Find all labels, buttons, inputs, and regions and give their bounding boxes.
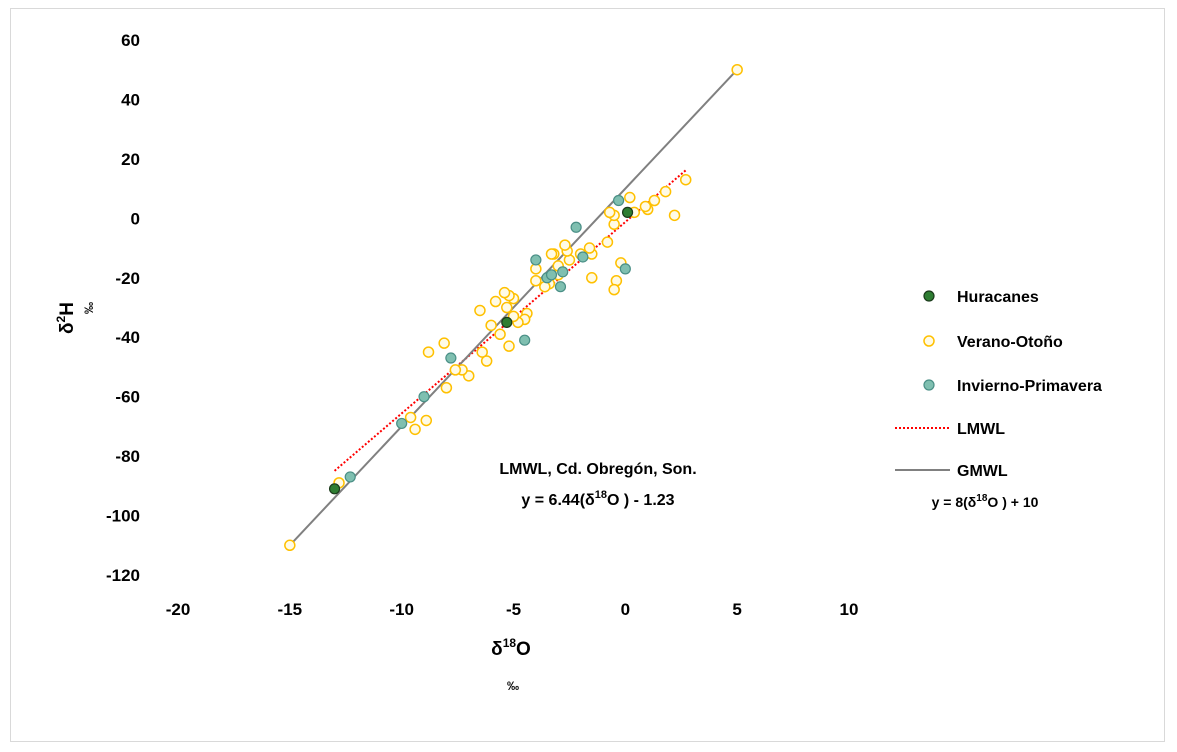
point-verano-otono bbox=[586, 272, 598, 284]
point-huracanes bbox=[328, 483, 341, 495]
point-verano-otono bbox=[440, 382, 453, 394]
lmwl-line bbox=[333, 169, 687, 472]
legend-marker-invierno-primavera bbox=[923, 379, 935, 391]
y-tick-label: 60 bbox=[121, 31, 140, 50]
x-tick-label: -10 bbox=[389, 600, 414, 619]
legend-marker-huracanes bbox=[923, 290, 935, 302]
point-verano-otono bbox=[409, 423, 421, 436]
point-verano-otono bbox=[501, 301, 513, 314]
point-verano-otono bbox=[545, 248, 558, 260]
x-tick-label: 5 bbox=[732, 600, 741, 619]
y-tick-label: -20 bbox=[115, 269, 140, 288]
y-tick-label: -100 bbox=[106, 507, 140, 526]
point-verano-otono bbox=[608, 283, 620, 296]
data-points bbox=[284, 63, 743, 552]
point-verano-otono bbox=[731, 63, 743, 76]
x-axis-unit: ‰ bbox=[507, 679, 519, 693]
point-verano-otono bbox=[583, 242, 596, 254]
point-invierno-primavera bbox=[570, 221, 582, 233]
point-invierno-primavera bbox=[577, 251, 589, 263]
point-verano-otono bbox=[476, 346, 488, 358]
point-verano-otono bbox=[559, 239, 571, 251]
point-verano-otono bbox=[480, 355, 493, 367]
point-invierno-primavera bbox=[418, 391, 430, 403]
gmwl-annotation-equation: y = 8(δ18O ) + 10 bbox=[932, 493, 1039, 510]
point-verano-otono bbox=[422, 346, 435, 358]
lmwl-annotation-title: LMWL, Cd. Obregón, Son. bbox=[499, 461, 696, 478]
point-verano-otono bbox=[679, 173, 692, 186]
y-tick-label: 20 bbox=[121, 150, 140, 169]
point-invierno-primavera bbox=[613, 194, 625, 207]
point-verano-otono bbox=[449, 364, 462, 376]
y-tick-label: -120 bbox=[106, 566, 140, 585]
x-tick-label: -20 bbox=[166, 600, 191, 619]
legend-label-invierno-primavera: Invierno-Primavera bbox=[957, 378, 1102, 395]
point-verano-otono bbox=[404, 411, 417, 424]
legend-label-lmwl: LMWL bbox=[957, 421, 1005, 438]
point-verano-otono bbox=[603, 206, 616, 219]
regression-lines bbox=[289, 69, 738, 546]
point-invierno-primavera bbox=[545, 269, 558, 281]
point-verano-otono bbox=[498, 286, 511, 299]
y-axis-title: δ2H bbox=[54, 302, 78, 334]
y-tick-label: 0 bbox=[131, 209, 140, 228]
point-verano-otono bbox=[438, 337, 450, 349]
point-verano-otono bbox=[659, 185, 672, 198]
y-axis-unit: ‰ bbox=[82, 302, 96, 314]
point-verano-otono bbox=[503, 340, 515, 352]
point-invierno-primavera bbox=[344, 471, 356, 483]
x-tick-label: -5 bbox=[506, 600, 521, 619]
lmwl-annotation-equation: y = 6.44(δ18O ) - 1.23 bbox=[521, 489, 674, 509]
x-axis-title: δ18O bbox=[491, 636, 531, 660]
x-tick-label: 0 bbox=[621, 600, 630, 619]
x-tick-label: -15 bbox=[278, 600, 303, 619]
gmwl-line bbox=[289, 69, 738, 546]
point-verano-otono bbox=[284, 539, 296, 552]
y-tick-label: -60 bbox=[115, 388, 140, 407]
point-verano-otono bbox=[530, 275, 542, 287]
x-tick-label: 10 bbox=[840, 600, 859, 619]
legend-label-verano-otono: Verano-Otoño bbox=[957, 334, 1063, 351]
point-invierno-primavera bbox=[519, 334, 531, 346]
point-invierno-primavera bbox=[557, 266, 569, 278]
point-verano-otono bbox=[494, 328, 506, 340]
point-verano-otono bbox=[668, 209, 681, 222]
y-tick-labels: 60 40 20 0 -20 -40 -60 -80 -100 -120 bbox=[106, 31, 140, 585]
point-huracanes bbox=[621, 206, 634, 218]
point-verano-otono bbox=[639, 200, 652, 213]
point-verano-otono bbox=[624, 191, 636, 204]
point-verano-otono bbox=[601, 236, 614, 248]
point-verano-otono bbox=[485, 319, 497, 332]
point-invierno-primavera bbox=[619, 263, 631, 275]
point-invierno-primavera bbox=[396, 417, 408, 430]
legend-label-gmwl: GMWL bbox=[957, 463, 1008, 480]
point-verano-otono bbox=[648, 194, 661, 207]
y-tick-label: -40 bbox=[115, 328, 140, 347]
y-tick-label: -80 bbox=[115, 447, 140, 466]
x-tick-labels: -20 -15 -10 -5 0 5 10 bbox=[166, 600, 859, 619]
point-invierno-primavera bbox=[445, 352, 457, 364]
chart-frame bbox=[10, 8, 1165, 742]
point-verano-otono bbox=[420, 414, 433, 427]
point-invierno-primavera bbox=[530, 254, 542, 266]
legend: Huracanes Verano-Otoño Invierno-Primaver… bbox=[895, 289, 1102, 510]
y-tick-label: 40 bbox=[121, 90, 140, 109]
legend-label-huracanes: Huracanes bbox=[957, 289, 1039, 306]
point-verano-otono bbox=[489, 295, 502, 308]
point-huracanes bbox=[501, 316, 513, 328]
legend-marker-verano-otono bbox=[923, 335, 935, 347]
point-verano-otono bbox=[474, 304, 486, 317]
point-invierno-primavera bbox=[554, 281, 567, 293]
